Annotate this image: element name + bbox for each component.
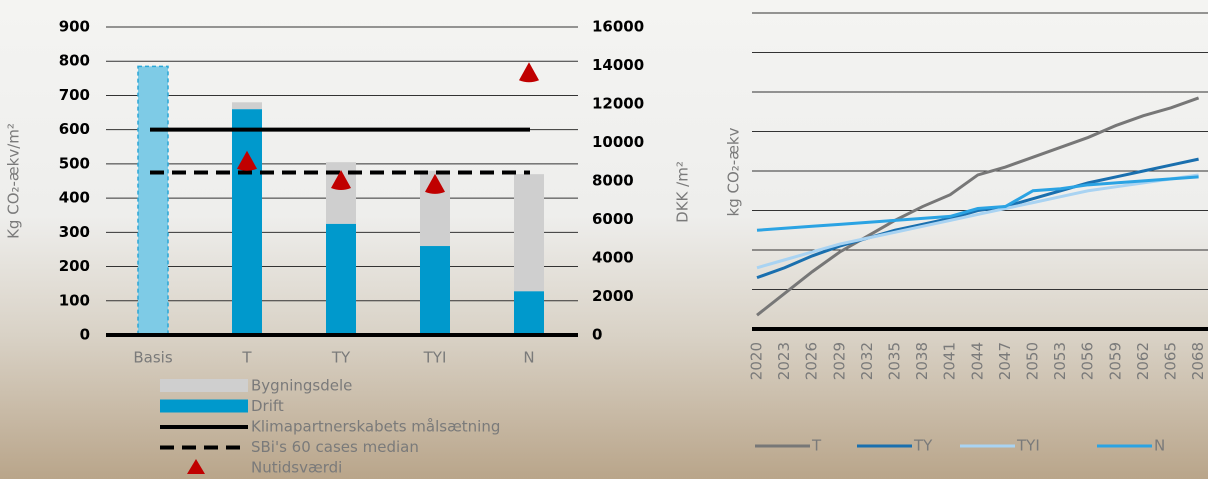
x-tick-label: 2053 bbox=[1051, 342, 1069, 380]
x-tick-label: 2068 bbox=[1189, 342, 1207, 380]
legend-label: N bbox=[1154, 437, 1165, 455]
x-tick-label: Basis bbox=[133, 349, 172, 367]
y2-tick-label: 14000 bbox=[592, 56, 644, 74]
legend-label: SBi's 60 cases median bbox=[251, 438, 419, 456]
bar bbox=[232, 102, 262, 110]
x-tick-label: 2044 bbox=[968, 342, 986, 380]
marker bbox=[237, 150, 257, 171]
x-tick-label: TYI bbox=[423, 349, 447, 367]
y-tick-label: 300 bbox=[59, 223, 90, 241]
x-tick-label: TY bbox=[331, 349, 351, 367]
x-tick-label: N bbox=[523, 349, 534, 367]
bar bbox=[514, 174, 544, 292]
x-tick-label: 2050 bbox=[1024, 342, 1042, 380]
line bbox=[756, 157, 1199, 280]
bar bbox=[232, 109, 262, 335]
y-tick-label: 900 bbox=[59, 18, 90, 36]
y2-tick-label: 6000 bbox=[592, 210, 634, 228]
y-tick-label: 800 bbox=[59, 52, 90, 70]
y2-tick-label: 2000 bbox=[592, 287, 634, 305]
y-tick-label: 500 bbox=[59, 154, 90, 172]
y-axis-label: kg CO₂-ækv bbox=[725, 127, 743, 216]
y-axis-label: Kg CO₂-ækv/m² bbox=[5, 123, 23, 239]
legend-label: TY bbox=[913, 437, 933, 455]
y-tick-label: 400 bbox=[59, 189, 90, 207]
y-tick-label: 700 bbox=[59, 86, 90, 104]
x-tick-label: T bbox=[241, 349, 252, 367]
x-tick-label: 2026 bbox=[803, 342, 821, 380]
bar bbox=[326, 223, 356, 335]
x-tick-label: 2041 bbox=[941, 342, 959, 380]
legend-label: Bygningsdele bbox=[251, 377, 352, 395]
bar bbox=[420, 246, 450, 335]
marker bbox=[425, 173, 445, 194]
legend-swatch bbox=[160, 399, 248, 413]
bar bbox=[137, 65, 169, 336]
y2-tick-label: 12000 bbox=[592, 95, 644, 113]
x-tick-label: 2020 bbox=[748, 342, 766, 380]
y-tick-label: 100 bbox=[59, 291, 90, 309]
legend-label: Klimapartnerskabets målsætning bbox=[251, 418, 500, 436]
x-tick-label: 2032 bbox=[858, 342, 876, 380]
line bbox=[756, 96, 1200, 317]
x-tick-label: 2062 bbox=[1134, 342, 1152, 380]
bar bbox=[514, 291, 544, 335]
x-tick-label: 2059 bbox=[1106, 342, 1124, 380]
y2-axis-label: DKK /m² bbox=[674, 161, 692, 223]
marker bbox=[331, 170, 351, 190]
y2-tick-label: 16000 bbox=[592, 18, 644, 36]
x-tick-label: 2023 bbox=[775, 342, 793, 380]
x-tick-label: 2029 bbox=[830, 342, 848, 380]
legend-label: Drift bbox=[251, 397, 284, 415]
legend-label: Nutidsværdi bbox=[251, 459, 342, 477]
y-tick-label: 0 bbox=[80, 326, 90, 344]
y2-tick-label: 8000 bbox=[592, 172, 634, 190]
y2-tick-label: 10000 bbox=[592, 133, 644, 151]
line bbox=[756, 175, 1199, 232]
legend-label: T bbox=[811, 437, 822, 455]
y2-tick-label: 0 bbox=[592, 326, 602, 344]
legend-swatch bbox=[160, 379, 248, 392]
x-tick-label: 2056 bbox=[1079, 342, 1097, 380]
marker bbox=[519, 62, 539, 83]
y-tick-label: 600 bbox=[59, 120, 90, 138]
y-tick-label: 200 bbox=[59, 257, 90, 275]
legend-label: TYI bbox=[1016, 437, 1040, 455]
x-tick-label: 2065 bbox=[1162, 342, 1180, 380]
x-tick-label: 2035 bbox=[886, 342, 904, 380]
x-tick-label: 2047 bbox=[996, 342, 1014, 380]
x-tick-label: 2038 bbox=[913, 342, 931, 380]
line bbox=[756, 173, 1199, 270]
legend-swatch bbox=[187, 459, 205, 474]
y2-tick-label: 4000 bbox=[592, 249, 634, 267]
